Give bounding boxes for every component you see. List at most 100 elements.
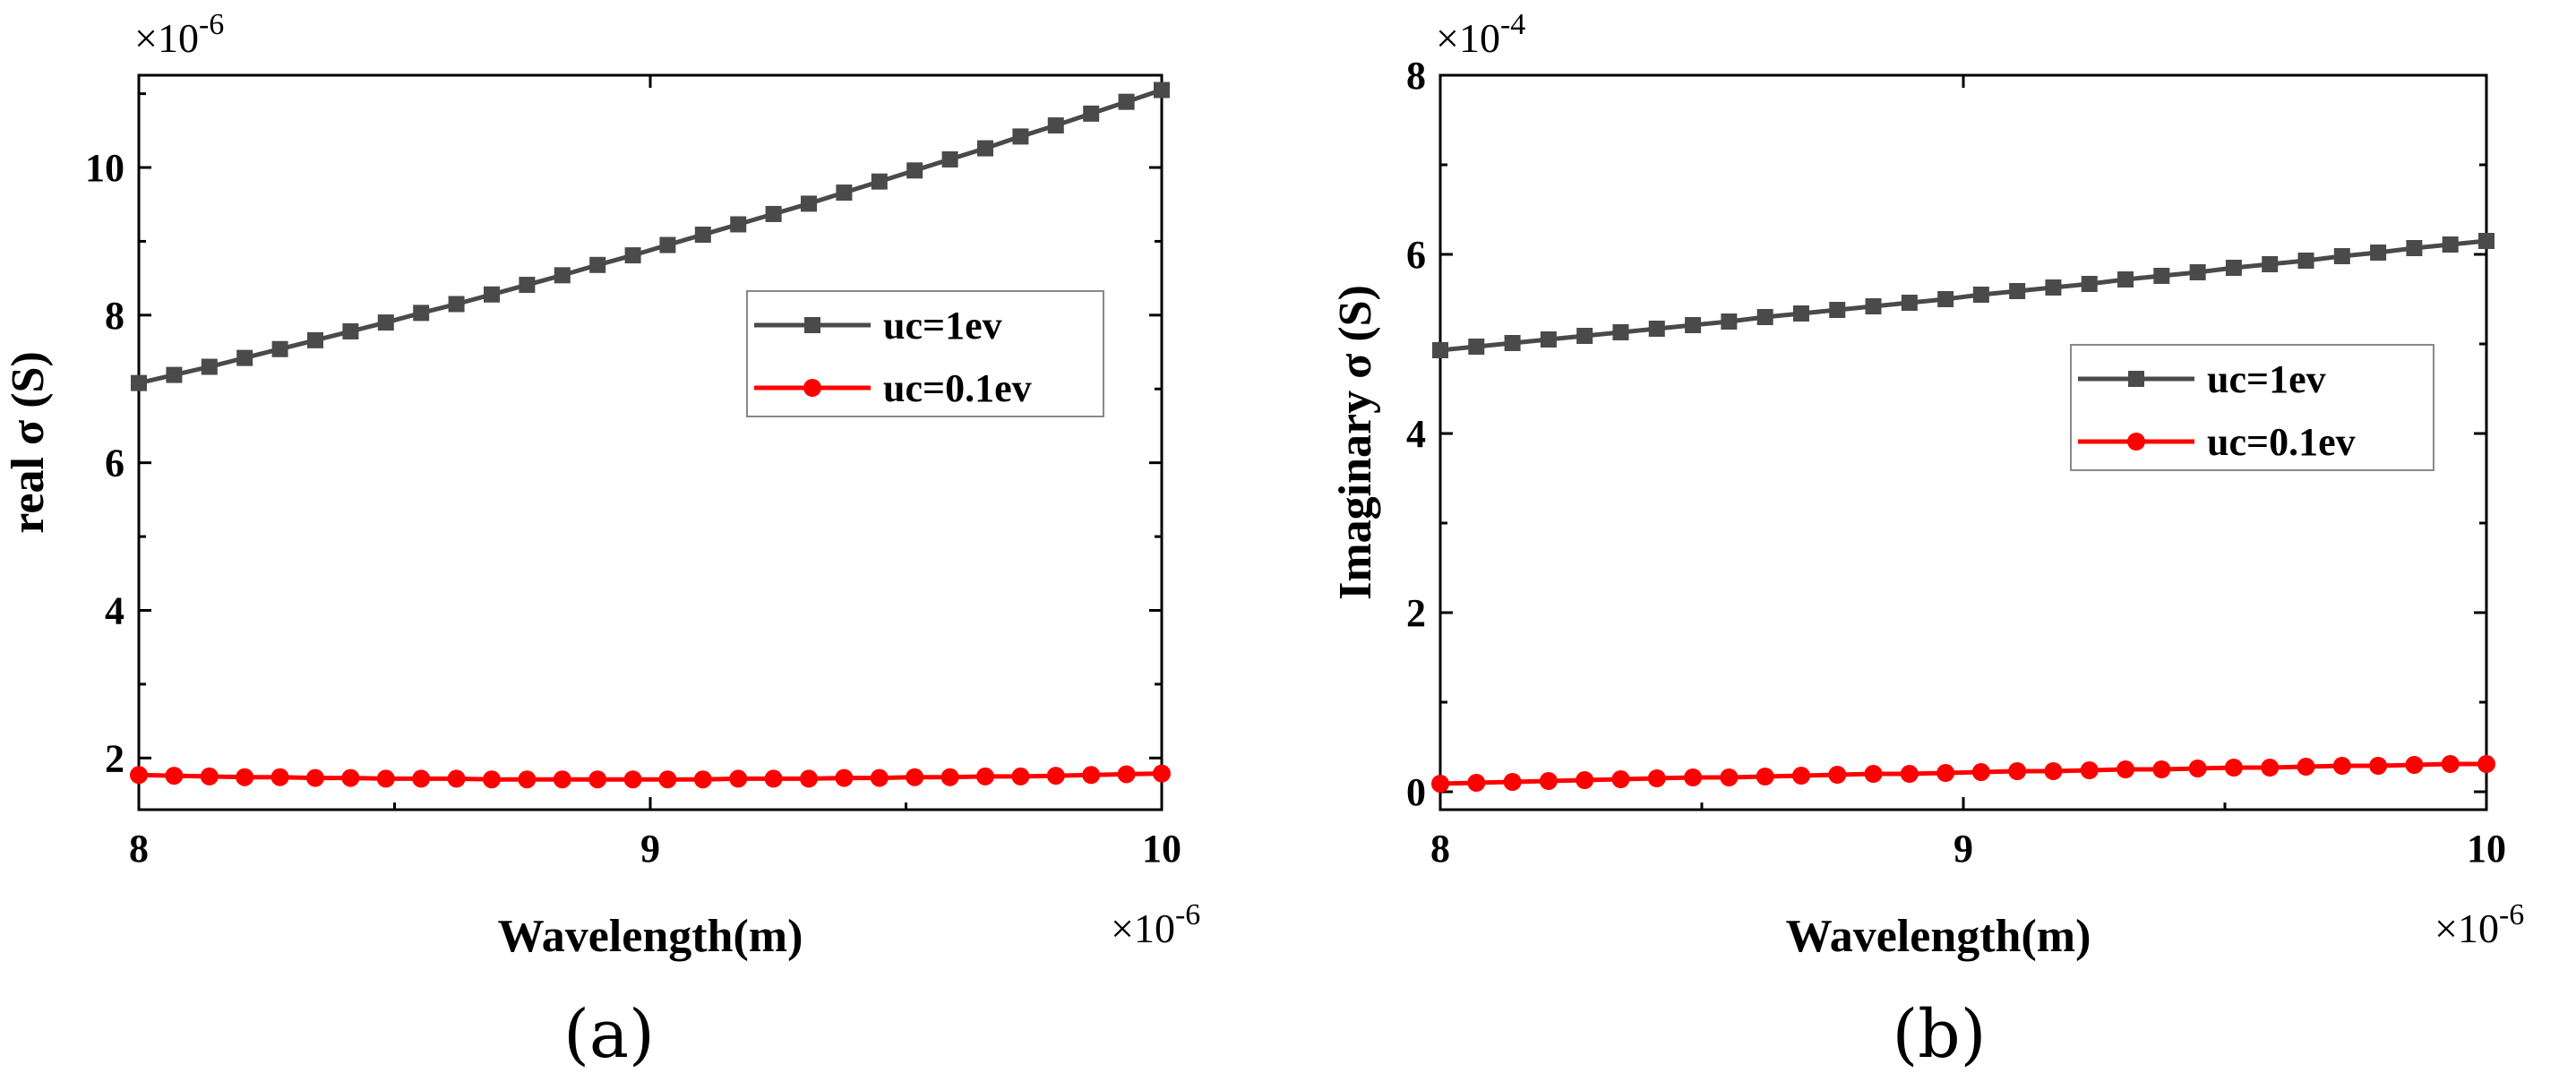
data-point-circle — [1900, 765, 1919, 783]
data-point-square — [2442, 236, 2459, 253]
y-exponent-power: -4 — [1500, 8, 1525, 41]
data-point-circle — [1756, 768, 1774, 785]
data-point-square — [2262, 256, 2279, 272]
y-axis-title: real σ (S) — [3, 351, 54, 534]
data-point-square — [1648, 321, 1665, 337]
data-point-circle — [2080, 761, 2099, 779]
data-point-square — [2153, 268, 2170, 284]
data-point-circle — [200, 767, 219, 785]
y-tick-label: 10 — [85, 146, 125, 190]
data-point-square — [1154, 82, 1170, 99]
data-point-circle — [623, 770, 642, 789]
data-point-square — [730, 216, 747, 233]
data-point-square — [1576, 328, 1593, 344]
y-exponent-power: -6 — [199, 8, 224, 41]
data-point-circle — [1011, 767, 1030, 785]
data-point-square — [765, 205, 782, 222]
data-point-square — [2370, 245, 2387, 261]
data-point-circle — [482, 770, 501, 789]
data-point-square — [1612, 324, 1629, 340]
data-point-circle — [341, 768, 360, 787]
data-point-square — [1937, 291, 1954, 307]
data-point-square — [1432, 342, 1448, 358]
data-point-circle — [447, 769, 466, 788]
y-tick-label: 4 — [1406, 412, 1426, 456]
data-point-square — [836, 185, 853, 202]
data-point-circle — [236, 768, 254, 786]
data-point-circle — [130, 766, 148, 785]
data-point-square — [131, 374, 147, 391]
x-axis-title: Wavelength(m) — [498, 911, 803, 962]
data-point-circle — [376, 769, 395, 788]
data-point-square — [306, 331, 323, 348]
legend-marker-circle — [2127, 433, 2145, 451]
data-point-square — [694, 227, 711, 244]
panel-label: (a) — [563, 996, 655, 1073]
y-tick-label: 6 — [105, 442, 125, 485]
data-point-circle — [800, 769, 819, 788]
data-point-circle — [165, 767, 184, 785]
data-point-circle — [693, 770, 712, 789]
data-point-circle — [1828, 766, 1847, 784]
data-point-circle — [2369, 757, 2388, 775]
y-tick-label: 0 — [1406, 770, 1426, 814]
x-exponent-label: ×10-6 — [2434, 898, 2524, 951]
y-tick-label: 8 — [105, 294, 125, 338]
series-line-uc=1ev — [1439, 238, 2487, 353]
panel-label: (b) — [1892, 996, 1986, 1073]
y-tick-label: 2 — [1406, 591, 1426, 635]
data-point-circle — [1647, 769, 1666, 787]
data-point-square — [1792, 305, 1809, 322]
data-point-circle — [2152, 760, 2171, 778]
x-exponent-base: ×10 — [1111, 906, 1175, 951]
data-point-square — [236, 349, 253, 366]
x-exponent-power: -6 — [1175, 898, 1200, 931]
data-point-square — [977, 140, 994, 157]
data-point-square — [2225, 260, 2242, 276]
y-tick-label: 6 — [1406, 233, 1426, 277]
data-point-circle — [940, 768, 959, 786]
data-point-square — [271, 340, 288, 357]
data-point-circle — [270, 768, 289, 786]
data-point-circle — [1864, 765, 1883, 783]
data-point-square — [1047, 117, 1064, 134]
data-point-circle — [870, 768, 889, 787]
data-point-circle — [305, 768, 324, 787]
data-point-circle — [2008, 762, 2027, 780]
data-point-circle — [1576, 771, 1594, 789]
x-exponent-base: ×10 — [2434, 906, 2499, 951]
data-point-circle — [2441, 755, 2460, 773]
legend-box — [2070, 344, 2434, 471]
data-point-square — [1083, 105, 1100, 122]
data-point-square — [1721, 313, 1738, 330]
data-point-square — [2189, 264, 2206, 280]
x-tick-label: 9 — [1953, 827, 1973, 871]
data-point-circle — [1153, 764, 1171, 783]
data-point-square — [519, 277, 536, 294]
data-point-square — [554, 267, 571, 284]
data-point-circle — [1117, 765, 1136, 784]
data-point-square — [2009, 283, 2026, 299]
data-point-square — [166, 366, 183, 383]
data-point-circle — [1503, 773, 1522, 791]
y-exponent-base: ×10 — [1436, 15, 1500, 61]
y-tick-label: 4 — [105, 588, 125, 632]
data-point-square — [1972, 287, 1989, 303]
data-point-square — [2297, 253, 2314, 269]
data-point-circle — [2044, 762, 2063, 780]
data-point-circle — [1046, 767, 1065, 785]
chart-panel-b: 8 9 10 0 2 4 6 8 Wavelength(m) Imaginary σ (S) ×10… — [1330, 8, 2524, 1073]
data-point-square — [1865, 298, 1882, 314]
data-point-circle — [2477, 755, 2495, 773]
data-point-square — [377, 314, 394, 331]
data-point-square — [659, 236, 676, 253]
data-point-circle — [2405, 756, 2424, 774]
y-exponent-label: ×10-6 — [134, 8, 224, 61]
data-point-circle — [2117, 760, 2135, 778]
legend-label: uc=1ev — [883, 304, 1002, 348]
y-exponent-base: ×10 — [134, 15, 199, 61]
x-exponent-power: -6 — [2499, 898, 2524, 931]
data-point-circle — [1431, 775, 1449, 793]
data-point-circle — [588, 770, 607, 789]
